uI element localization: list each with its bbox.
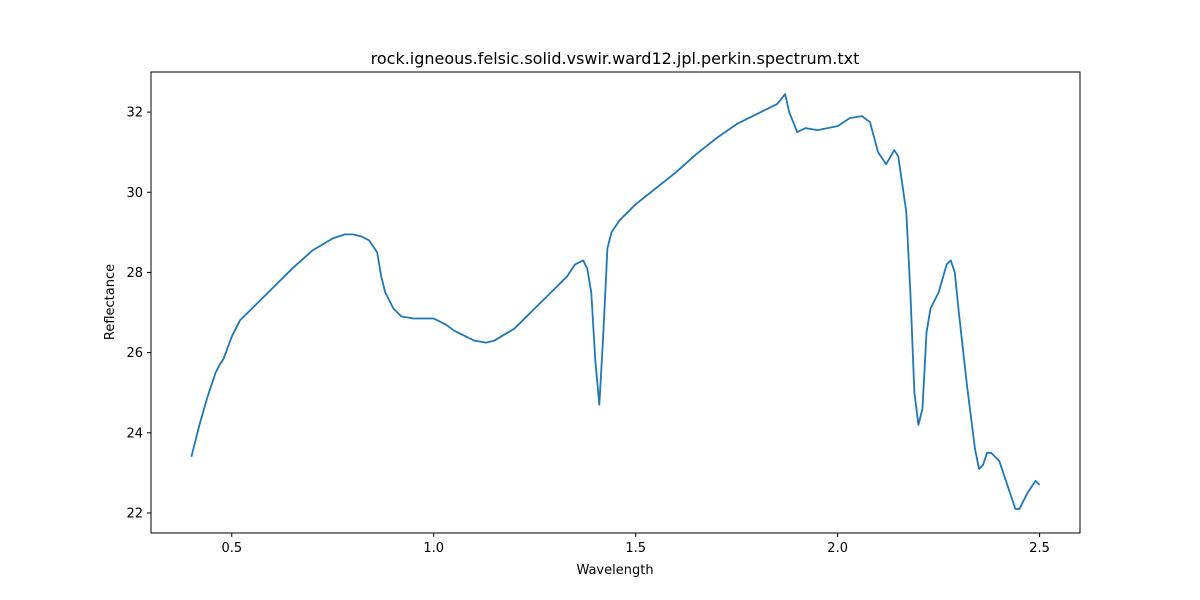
x-tick-label: 2.0 [827,541,848,556]
series-line-0 [190,93,1041,510]
x-tick-label: 1.0 [423,541,444,556]
y-tick-label: 24 [126,426,143,441]
chart-title: rock.igneous.felsic.solid.vswir.ward12.j… [371,49,860,68]
x-axis: 0.5 1.0 1.5 2.0 2.5 [221,533,1050,556]
x-tick-label: 0.5 [221,541,242,556]
y-tick-label: 26 [126,346,143,361]
x-tick-label: 2.5 [1029,541,1050,556]
y-tick-label: 30 [126,186,143,201]
plot-area [190,93,1041,510]
y-tick-label: 22 [126,506,143,521]
plot-frame [150,71,1081,534]
x-axis-label: Wavelength [576,563,653,578]
y-tick-label: 28 [126,266,143,281]
y-axis-label: Reflectance [103,264,118,340]
y-tick-label: 32 [126,106,143,121]
y-axis: 22 24 26 28 30 32 [126,106,151,521]
x-tick-label: 1.5 [625,541,646,556]
